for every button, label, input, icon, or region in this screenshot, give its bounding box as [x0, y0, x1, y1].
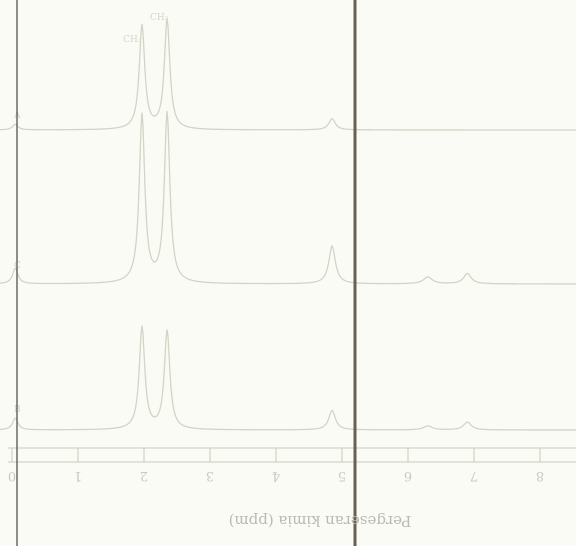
x-tick-label: 4 [272, 468, 280, 483]
spectrum-b [0, 325, 576, 431]
peak-labels: CH₃ CH₃ [123, 13, 169, 45]
x-tick-label: 2 [140, 468, 148, 483]
spectrum-a [0, 18, 576, 131]
x-tick-label: 8 [536, 468, 544, 483]
x-tick-label: 1 [74, 468, 82, 483]
x-tick-label: 5 [338, 468, 346, 483]
x-axis: 0 1 2 3 4 5 6 7 8 [8, 447, 576, 483]
x-tick-label: 3 [206, 468, 214, 483]
x-tick-label: 0 [8, 468, 16, 483]
x-tick-label: 6 [404, 468, 412, 483]
peak-label-ch3: CH₃ [123, 35, 142, 45]
spectrum-c [0, 110, 576, 285]
peak-label-ch3: CH₃ [150, 13, 169, 23]
spectra-group: ACB [0, 18, 576, 431]
x-tick-label: 7 [470, 468, 478, 483]
x-axis-label: Pergeseran kimia (ppm) [228, 512, 412, 530]
